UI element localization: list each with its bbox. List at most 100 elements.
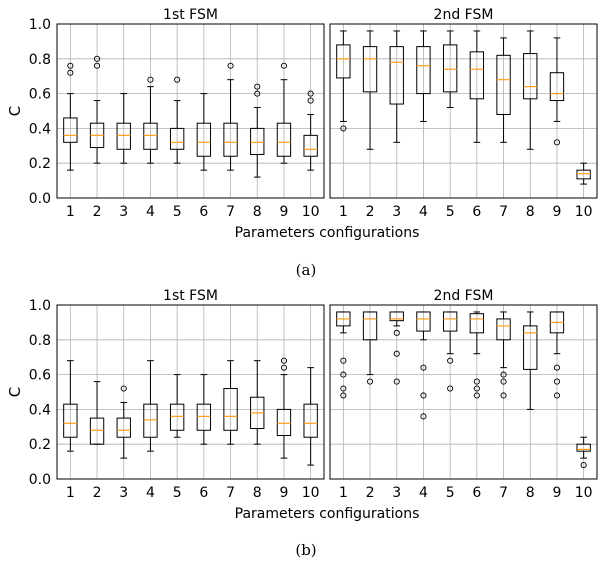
- panel-title: 1st FSM: [163, 288, 218, 304]
- box-iqr: [116, 122, 131, 150]
- box-4: [416, 311, 431, 420]
- flier-point: [94, 55, 101, 62]
- box-iqr: [276, 408, 292, 436]
- box-iqr: [523, 325, 538, 370]
- y-tick-label: 0.8: [29, 52, 51, 68]
- box-10: [576, 436, 591, 469]
- box-2: [89, 55, 105, 164]
- flier-point: [340, 392, 347, 399]
- box-8: [523, 30, 538, 150]
- x-tick-label: 8: [253, 204, 262, 220]
- flier-point: [174, 76, 181, 83]
- box-2: [89, 381, 105, 445]
- box-7: [496, 37, 511, 143]
- box-3: [116, 93, 131, 164]
- flier-point: [366, 378, 374, 385]
- panel-title: 1st FSM: [163, 7, 218, 23]
- box-iqr: [223, 122, 238, 157]
- x-tick-label: 4: [419, 485, 428, 501]
- flier-point: [393, 378, 400, 385]
- box-iqr: [276, 122, 292, 157]
- box-iqr: [303, 403, 318, 438]
- flier-point: [67, 62, 74, 69]
- box-5: [169, 374, 185, 438]
- y-tick-label: 0.4: [29, 402, 51, 418]
- box-10: [303, 90, 318, 171]
- box-iqr: [116, 417, 131, 438]
- flier-point: [67, 69, 74, 76]
- box-10: [303, 367, 318, 466]
- box-iqr: [303, 134, 318, 157]
- x-axis-label: Parameters configurations: [235, 225, 420, 241]
- box-5: [442, 30, 458, 109]
- flier-point: [447, 385, 454, 392]
- x-tick-label: 8: [253, 485, 262, 501]
- x-tick-label: 6: [199, 204, 208, 220]
- y-tick-label: 0.0: [29, 472, 51, 488]
- x-tick-label: 7: [226, 485, 235, 501]
- x-tick-label: 6: [199, 485, 208, 501]
- box-iqr: [143, 122, 158, 150]
- flier-point: [420, 392, 427, 399]
- y-tick-label: 1.0: [29, 17, 51, 33]
- box-iqr: [362, 311, 378, 341]
- x-axis-label: Parameters configurations: [235, 506, 420, 522]
- x-tick-label: 1: [339, 204, 348, 220]
- x-tick-label: 9: [552, 204, 561, 220]
- flier-point: [500, 392, 507, 399]
- box-8: [250, 360, 265, 445]
- flier-point: [147, 76, 154, 83]
- box-1: [63, 62, 78, 171]
- x-tick-label: 10: [575, 485, 593, 501]
- x-tick-label: 1: [66, 485, 75, 501]
- box-iqr: [469, 313, 485, 334]
- x-tick-label: 6: [472, 485, 481, 501]
- flier-point: [580, 462, 587, 469]
- box-1: [336, 30, 351, 132]
- box-iqr: [496, 54, 511, 115]
- box-iqr: [89, 417, 105, 445]
- flier-point: [227, 62, 234, 69]
- x-tick-label: 4: [146, 204, 155, 220]
- x-tick-label: 7: [499, 204, 508, 220]
- panel-frame: [329, 23, 598, 199]
- x-tick-label: 3: [392, 204, 401, 220]
- box-iqr: [196, 403, 212, 431]
- box-iqr: [143, 403, 158, 438]
- box-6: [196, 93, 212, 171]
- box-iqr: [416, 46, 431, 95]
- x-tick-label: 3: [119, 204, 128, 220]
- box-iqr: [169, 403, 185, 431]
- flier-point: [254, 90, 261, 97]
- flier-point: [553, 139, 561, 146]
- x-tick-label: 5: [446, 204, 455, 220]
- box-3: [389, 311, 404, 385]
- flier-point: [447, 357, 454, 364]
- flier-point: [307, 97, 314, 104]
- box-2: [362, 311, 378, 385]
- flier-point: [340, 125, 347, 132]
- box-4: [416, 30, 431, 122]
- box-iqr: [576, 169, 591, 180]
- y-tick-label: 0.2: [29, 156, 51, 172]
- box-iqr: [63, 403, 78, 438]
- x-tick-label: 9: [279, 485, 288, 501]
- y-tick-label: 0.4: [29, 121, 51, 137]
- box-4: [143, 360, 158, 452]
- box-1: [63, 360, 78, 452]
- panel-title: 2nd FSM: [434, 288, 494, 304]
- box-9: [549, 311, 565, 399]
- box-10: [576, 162, 591, 185]
- flier-point: [473, 392, 480, 399]
- box-iqr: [416, 311, 431, 332]
- x-tick-label: 10: [575, 204, 593, 220]
- box-9: [276, 62, 292, 164]
- x-tick-label: 2: [366, 485, 375, 501]
- box-6: [469, 311, 485, 399]
- x-tick-label: 8: [526, 204, 535, 220]
- box-iqr: [523, 53, 538, 100]
- box-iqr: [362, 46, 378, 93]
- box-6: [469, 30, 485, 143]
- y-tick-label: 0.2: [29, 437, 51, 453]
- y-tick-label: 0.8: [29, 333, 51, 349]
